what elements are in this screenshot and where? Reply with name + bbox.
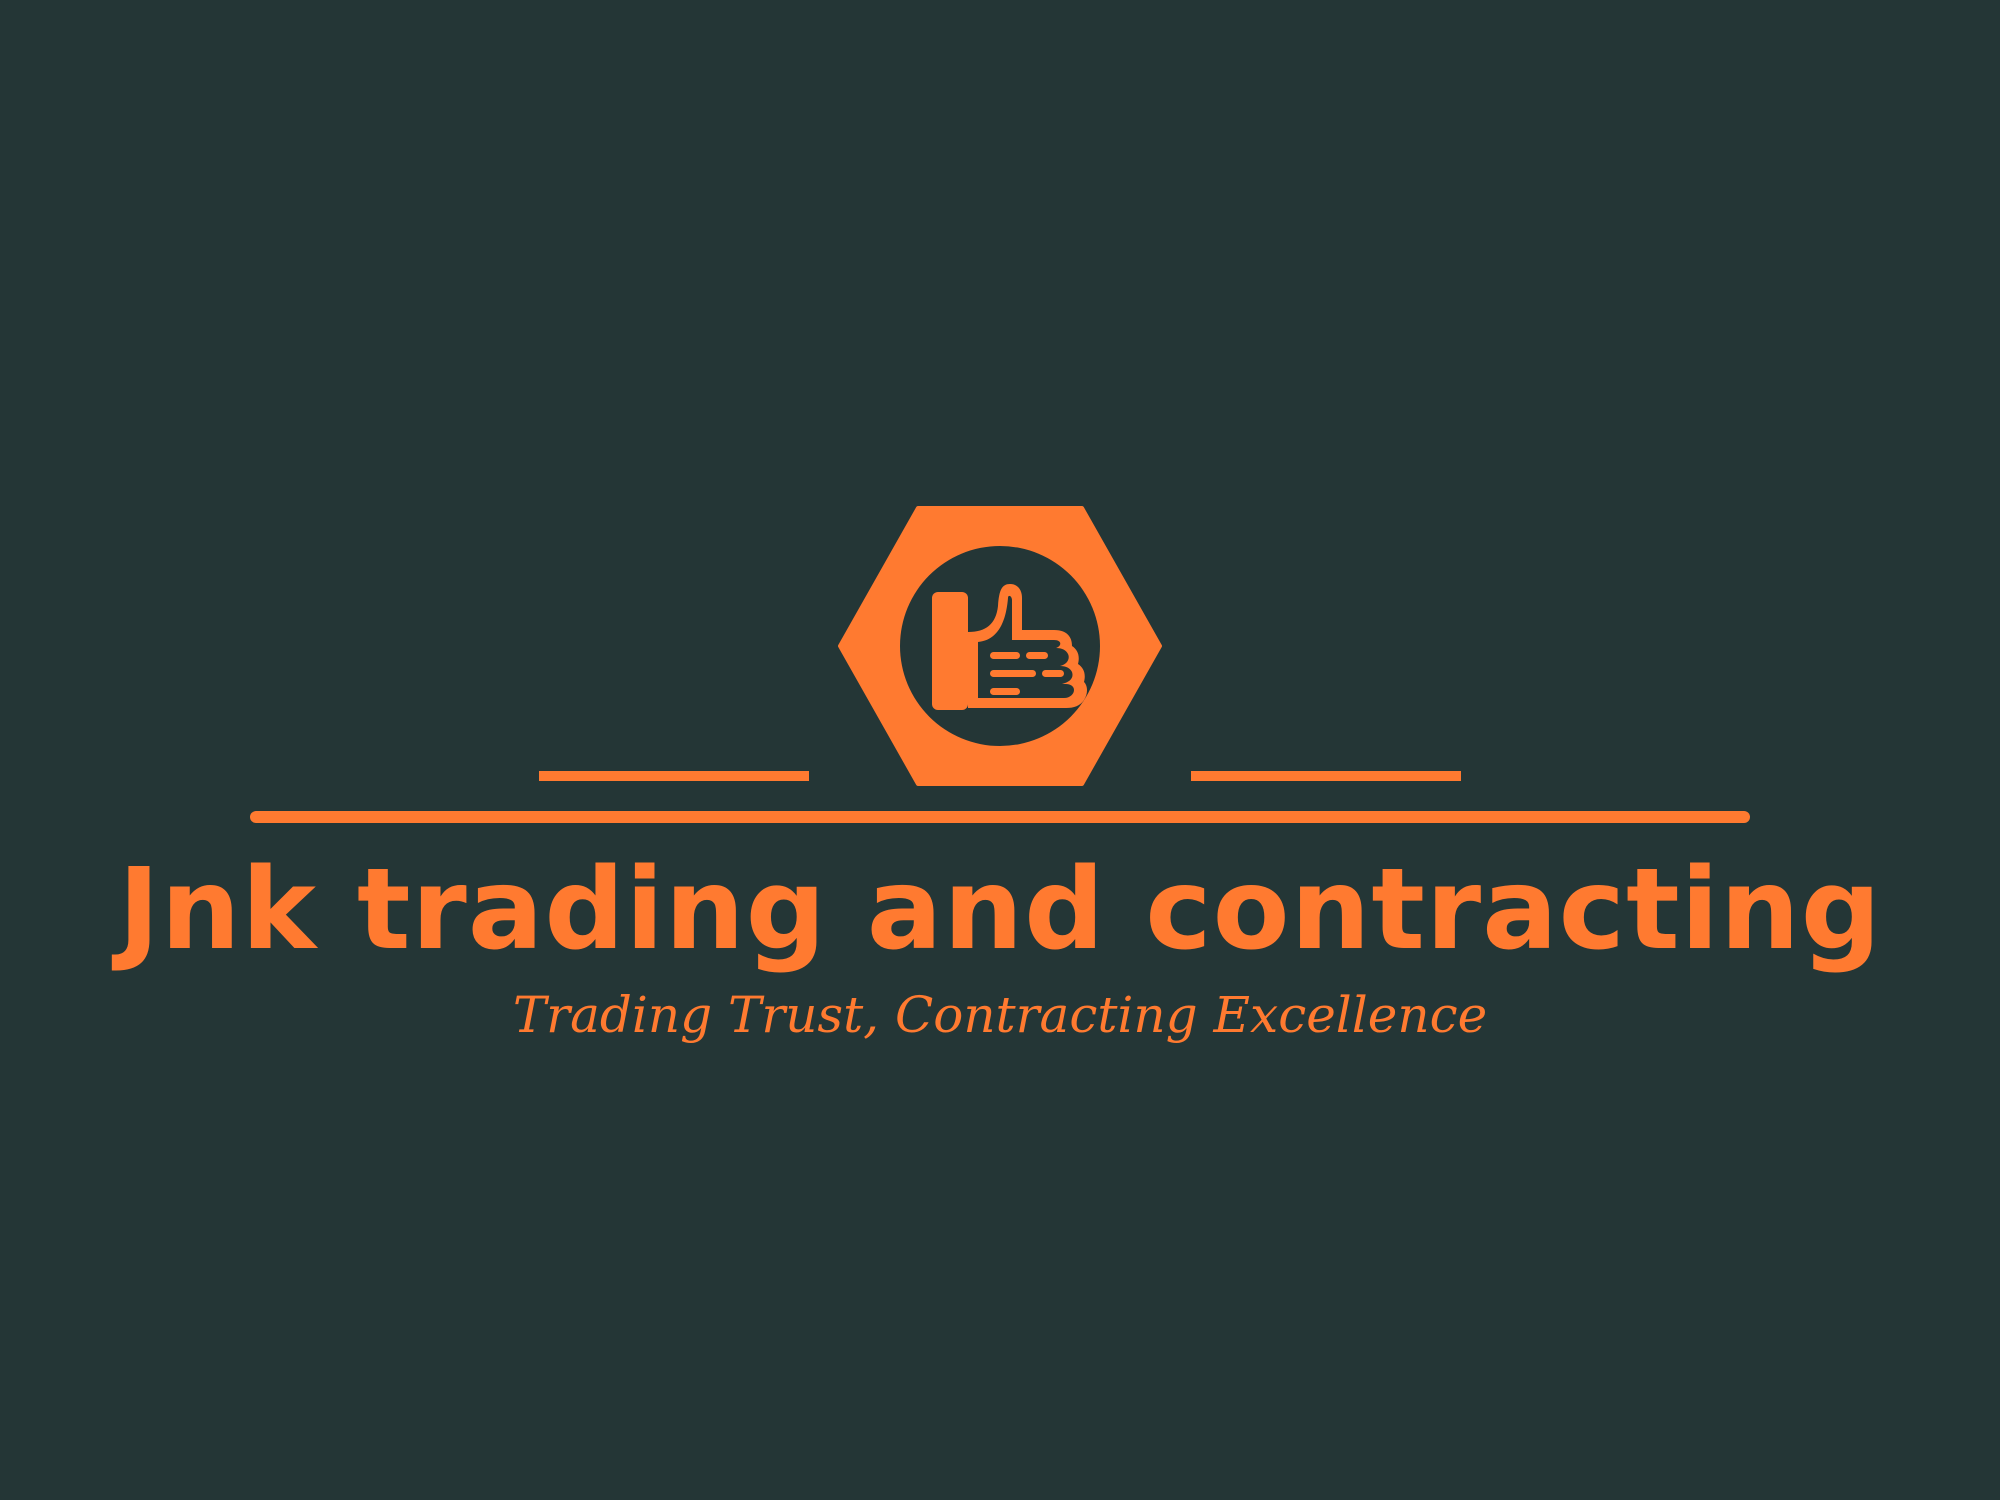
divider-line <box>250 811 1750 823</box>
right-accent-rule <box>1191 771 1461 781</box>
tagline: Trading Trust, Contracting Excellence <box>512 986 1488 1044</box>
company-name: Jnk trading and contracting <box>118 845 1882 975</box>
left-accent-rule <box>539 771 809 781</box>
thumbs-up-icon <box>932 584 1087 710</box>
thumbs-up-in-hexagon-icon <box>838 506 1162 786</box>
